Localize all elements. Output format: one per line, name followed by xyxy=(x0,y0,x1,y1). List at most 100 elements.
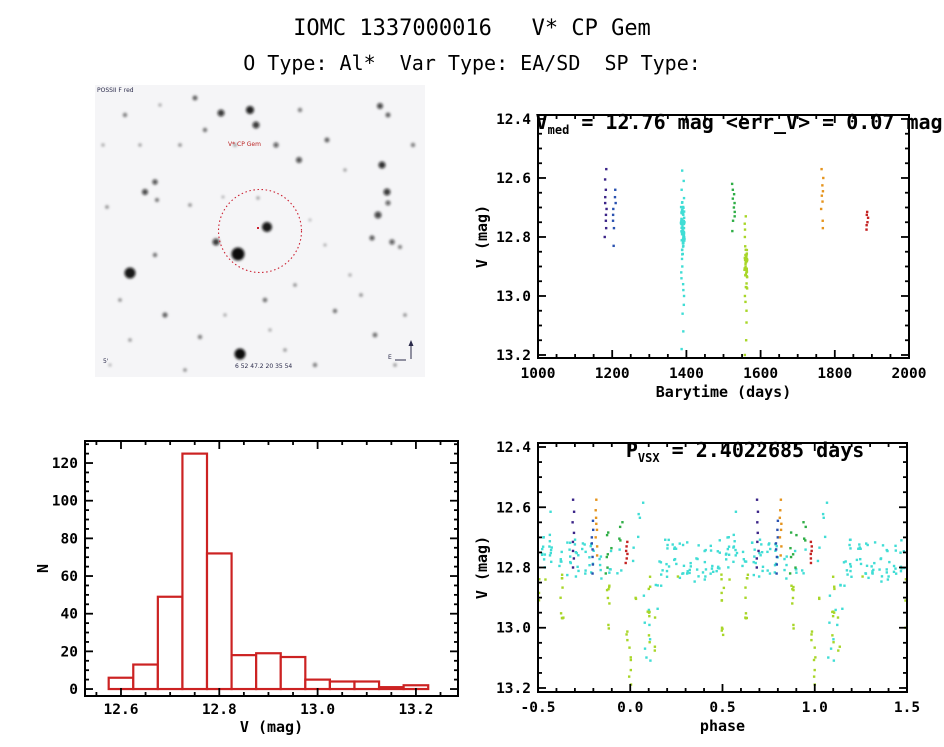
data-point xyxy=(573,543,577,546)
x-tick-label: 1800 xyxy=(817,366,852,382)
data-point xyxy=(812,675,816,678)
data-point xyxy=(701,571,705,574)
data-point xyxy=(574,575,578,578)
data-point xyxy=(761,565,765,569)
data-point xyxy=(581,542,585,545)
data-point xyxy=(618,548,621,551)
data-point xyxy=(680,188,683,191)
data-point xyxy=(595,528,599,532)
data-point xyxy=(590,571,593,574)
star xyxy=(262,297,268,303)
data-point xyxy=(704,575,707,578)
data-point xyxy=(814,656,817,659)
data-point xyxy=(744,248,747,252)
data-point xyxy=(734,548,737,552)
data-point xyxy=(774,548,778,551)
data-point xyxy=(871,570,874,573)
data-point xyxy=(865,228,868,231)
data-point xyxy=(809,557,813,560)
star xyxy=(378,161,386,169)
stars-group xyxy=(101,95,416,372)
data-point xyxy=(867,576,870,580)
data-point xyxy=(665,562,668,566)
data-point xyxy=(745,286,748,289)
x-tick-label: -0.5 xyxy=(521,700,556,716)
data-point xyxy=(678,542,681,545)
data-point xyxy=(881,544,885,547)
data-point xyxy=(775,544,778,548)
star xyxy=(403,313,407,317)
star xyxy=(105,205,109,209)
data-point xyxy=(778,516,782,519)
data-point xyxy=(683,239,686,242)
data-point xyxy=(680,230,683,233)
data-point xyxy=(761,569,764,573)
y-tick-label: 12.6 xyxy=(496,171,531,187)
data-point xyxy=(779,554,782,557)
phase-chart: -0.5 0.0 0.5 1.0 1.5 12.4 12.6 12.8 13.0 13.2 phas… xyxy=(473,440,920,735)
data-point xyxy=(773,563,777,567)
y-tick-label: 120 xyxy=(52,456,78,472)
compass-east-label: E xyxy=(388,354,392,361)
star xyxy=(410,142,416,148)
data-point xyxy=(590,536,594,539)
data-point xyxy=(894,567,897,570)
y-tick-label: 13.0 xyxy=(496,621,531,637)
data-point xyxy=(753,555,756,558)
data-point xyxy=(836,616,840,619)
data-point xyxy=(624,561,627,565)
data-point xyxy=(879,557,882,561)
data-point xyxy=(681,282,685,286)
data-point xyxy=(802,572,805,575)
star xyxy=(389,239,395,245)
data-point xyxy=(614,188,617,191)
data-point xyxy=(885,571,888,574)
data-point xyxy=(681,252,684,256)
data-point xyxy=(755,498,759,501)
data-point xyxy=(647,587,650,591)
data-point xyxy=(822,176,825,180)
data-point xyxy=(647,611,651,614)
data-point xyxy=(756,510,760,513)
data-point xyxy=(648,641,651,644)
data-point xyxy=(732,560,735,564)
data-point xyxy=(857,547,860,550)
data-point xyxy=(607,531,610,534)
target-label: V* CP Gem xyxy=(228,141,261,148)
star xyxy=(256,196,260,200)
data-point xyxy=(611,219,615,222)
data-point xyxy=(864,572,867,575)
x-tick-label: 12.8 xyxy=(202,702,237,718)
data-point xyxy=(678,576,682,580)
data-point xyxy=(681,228,684,231)
data-point xyxy=(894,572,898,575)
histogram-bar xyxy=(255,652,282,691)
data-point xyxy=(886,549,889,553)
star xyxy=(348,273,352,277)
star xyxy=(234,348,246,360)
data-point xyxy=(540,553,544,556)
data-point xyxy=(605,588,609,592)
data-point xyxy=(653,645,657,648)
data-point xyxy=(832,641,835,644)
data-point xyxy=(794,568,798,571)
data-point xyxy=(682,230,685,234)
data-point xyxy=(746,573,750,576)
y-tick-label: 13.0 xyxy=(496,289,531,305)
data-point xyxy=(682,196,686,200)
data-point xyxy=(629,668,633,672)
data-point xyxy=(733,201,736,205)
data-point xyxy=(755,557,758,560)
data-point xyxy=(591,555,594,559)
data-point xyxy=(595,554,599,557)
star xyxy=(158,103,162,107)
axis-ticks xyxy=(538,443,907,692)
data-point xyxy=(716,566,720,570)
data-point xyxy=(866,221,869,224)
data-point xyxy=(679,222,683,225)
data-point xyxy=(888,560,891,564)
data-point xyxy=(828,594,832,597)
axis-ticks xyxy=(85,441,458,696)
data-point xyxy=(616,572,619,575)
data-point xyxy=(605,533,609,537)
